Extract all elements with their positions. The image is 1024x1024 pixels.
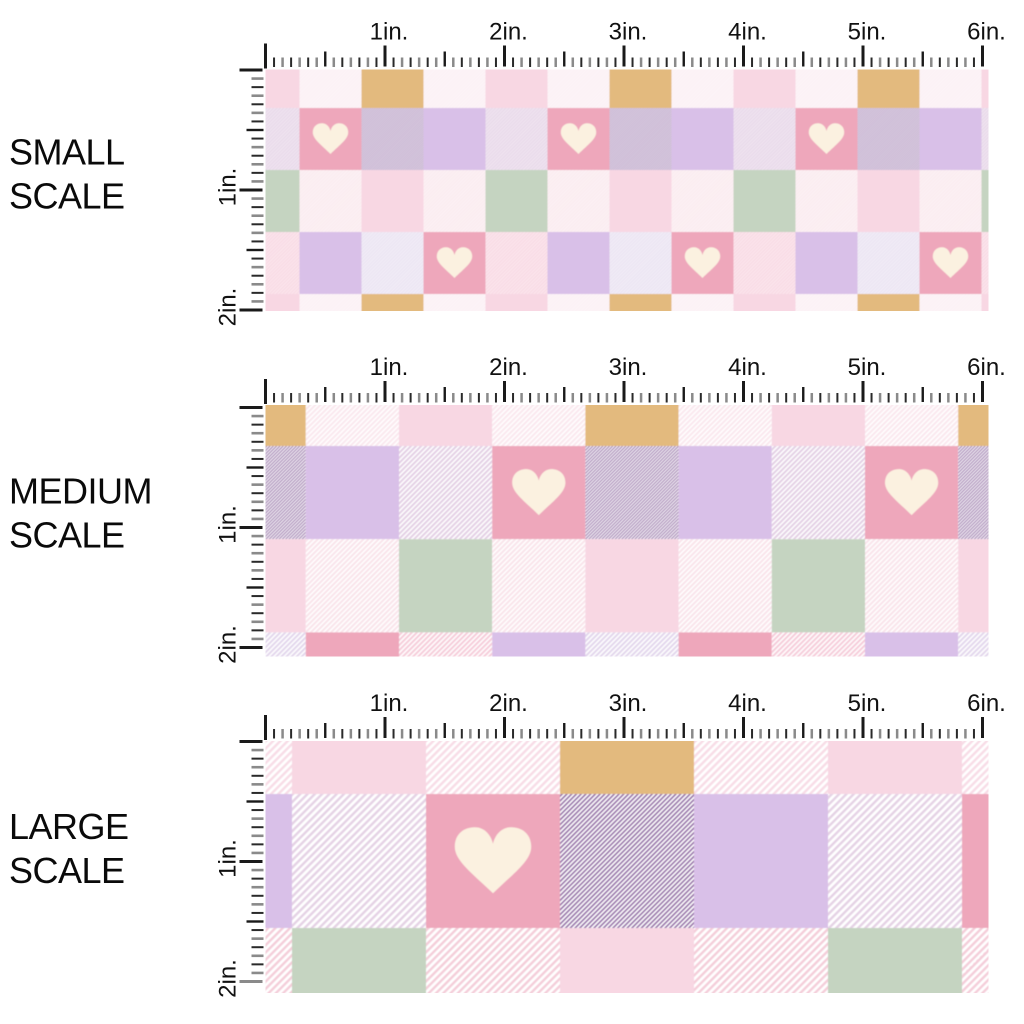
svg-text:2in.: 2in. [215,288,242,327]
svg-text:5in.: 5in. [848,354,887,381]
svg-text:1in.: 1in. [215,839,242,878]
svg-text:2in.: 2in. [489,19,528,46]
svg-text:SCALE: SCALE [9,515,125,556]
svg-text:5in.: 5in. [848,19,887,46]
svg-text:6in.: 6in. [967,690,1006,717]
svg-text:LARGE: LARGE [9,806,129,847]
svg-text:MEDIUM: MEDIUM [9,471,152,512]
svg-text:4in.: 4in. [728,19,767,46]
svg-text:4in.: 4in. [728,354,767,381]
svg-text:1in.: 1in. [370,354,409,381]
svg-text:6in.: 6in. [967,19,1006,46]
svg-text:5in.: 5in. [848,690,887,717]
svg-text:3in.: 3in. [609,19,648,46]
svg-text:2in.: 2in. [489,354,528,381]
svg-text:1in.: 1in. [370,690,409,717]
svg-text:6in.: 6in. [967,354,1006,381]
svg-text:4in.: 4in. [728,690,767,717]
svg-text:2in.: 2in. [215,959,242,998]
svg-text:3in.: 3in. [609,690,648,717]
svg-text:SMALL: SMALL [9,132,125,173]
svg-text:1in.: 1in. [215,505,242,544]
svg-text:SCALE: SCALE [9,850,125,891]
svg-text:SCALE: SCALE [9,175,125,216]
svg-text:2in.: 2in. [215,625,242,664]
svg-text:1in.: 1in. [215,168,242,207]
svg-text:1in.: 1in. [370,19,409,46]
svg-text:2in.: 2in. [489,690,528,717]
svg-text:3in.: 3in. [609,354,648,381]
